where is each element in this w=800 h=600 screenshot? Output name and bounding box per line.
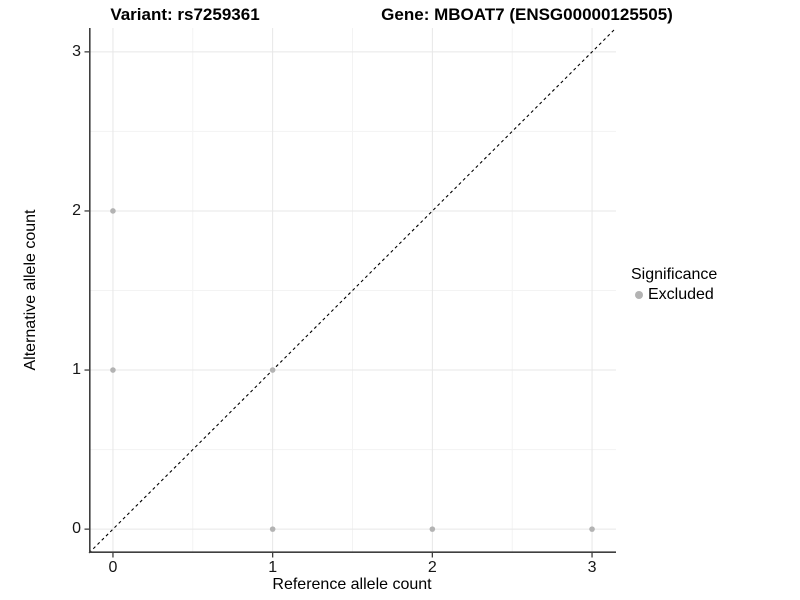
data-point (589, 526, 595, 532)
x-tick-label: 1 (268, 559, 278, 576)
x-tick-label: 0 (108, 559, 118, 576)
legend-point-icon (635, 291, 643, 299)
x-tick-label: 2 (427, 559, 437, 576)
plot-area (84, 27, 617, 558)
y-tick-label: 2 (72, 201, 81, 219)
legend-entry-label: Excluded (648, 286, 714, 303)
data-point (110, 367, 116, 373)
legend: Significance Excluded (631, 266, 717, 304)
x-tick-label: 3 (587, 559, 597, 576)
y-axis-label: Alternative allele count (22, 209, 39, 371)
variant-title: Variant: rs7259361 (110, 5, 260, 24)
data-point (269, 526, 276, 532)
data-point (429, 526, 436, 532)
y-tick-label: 0 (72, 520, 81, 538)
gene-title: Gene: MBOAT7 (ENSG00000125505) (381, 5, 673, 24)
x-axis-label: Reference allele count (272, 576, 432, 593)
identity-reference-line (88, 27, 617, 554)
legend-title: Significance (631, 266, 718, 283)
data-point (110, 208, 116, 214)
data-point (269, 367, 276, 373)
y-tick-label: 3 (72, 42, 81, 60)
legend-entry: Excluded (631, 286, 717, 304)
y-tick-label: 1 (72, 361, 81, 379)
